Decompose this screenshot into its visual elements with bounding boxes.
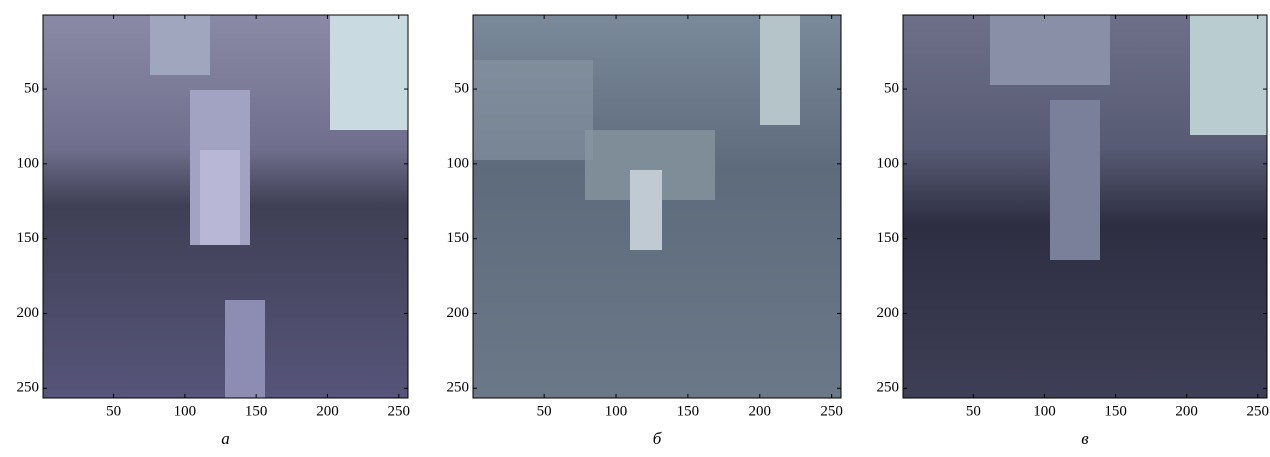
image-c — [903, 15, 1267, 398]
x-tick-label: 250 — [820, 403, 843, 419]
caption: б — [653, 429, 662, 448]
figure: 50 100 150 200 250 50 100 150 200 250 а 50 100 150 200… — [0, 0, 1270, 457]
y-tick-label: 200 — [447, 305, 470, 321]
x-tick-label: 250 — [1247, 403, 1270, 419]
x-tick-label: 200 — [1175, 403, 1198, 419]
y-tick-label: 100 — [17, 155, 40, 171]
x-tick-label: 150 — [1104, 403, 1127, 419]
y-tick-label: 50 — [24, 80, 39, 96]
x-tick-label: 150 — [245, 403, 268, 419]
x-tick-label: 200 — [749, 403, 772, 419]
x-tick-label: 250 — [387, 403, 410, 419]
caption: в — [1081, 429, 1089, 448]
image-a — [43, 15, 408, 398]
y-tick-label: 150 — [17, 230, 40, 246]
x-tick-label: 50 — [106, 403, 121, 419]
y-tick-label: 150 — [447, 230, 470, 246]
y-tick-label: 50 — [454, 80, 469, 96]
y-tick-label: 250 — [17, 380, 40, 396]
x-tick-label: 200 — [316, 403, 339, 419]
y-tick-label: 50 — [884, 80, 899, 96]
image-b — [473, 15, 841, 398]
y-tick-label: 150 — [877, 230, 900, 246]
x-tick-label: 100 — [174, 403, 197, 419]
caption: а — [221, 429, 230, 448]
x-tick-label: 150 — [677, 403, 700, 419]
y-tick-label: 100 — [447, 155, 470, 171]
y-tick-label: 250 — [447, 380, 470, 396]
y-tick-label: 200 — [877, 305, 900, 321]
y-tick-label: 200 — [17, 305, 40, 321]
x-tick-label: 100 — [605, 403, 628, 419]
x-tick-label: 50 — [537, 403, 552, 419]
x-tick-label: 50 — [966, 403, 981, 419]
y-tick-label: 100 — [877, 155, 900, 171]
y-tick-label: 250 — [877, 380, 900, 396]
x-tick-label: 100 — [1033, 403, 1056, 419]
